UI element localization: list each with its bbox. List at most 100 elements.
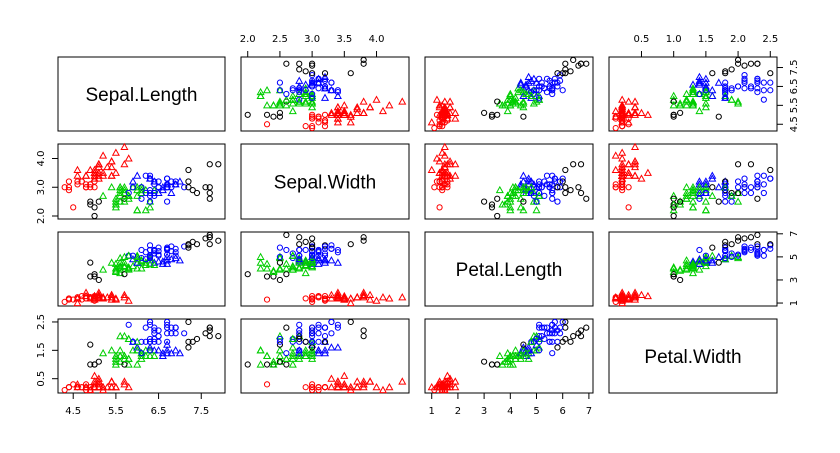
data-point	[82, 384, 90, 391]
data-point	[577, 189, 585, 197]
data-point	[624, 290, 633, 299]
panel-2-3	[608, 231, 778, 307]
tick-label: 1	[429, 406, 435, 417]
data-point	[314, 346, 323, 354]
data-point	[269, 360, 278, 368]
data-point	[309, 62, 316, 69]
data-point	[747, 184, 755, 191]
data-point	[103, 162, 112, 171]
data-point	[754, 77, 761, 84]
panel-1-0	[57, 142, 226, 220]
data-point	[701, 197, 710, 205]
data-point	[696, 246, 703, 254]
data-point	[521, 80, 531, 88]
data-point	[378, 385, 388, 394]
data-point	[554, 344, 561, 351]
tick-label: 7	[789, 231, 800, 237]
data-point	[111, 267, 120, 275]
data-point	[334, 246, 341, 254]
data-point	[295, 76, 304, 84]
data-point	[688, 101, 698, 109]
data-point	[121, 271, 128, 278]
data-point	[315, 113, 322, 120]
data-point	[309, 70, 316, 77]
data-point	[670, 98, 677, 105]
data-point	[107, 162, 116, 171]
data-point	[275, 99, 284, 107]
data-point	[625, 204, 632, 211]
data-point	[340, 101, 349, 109]
data-point	[146, 253, 154, 260]
data-point	[359, 108, 368, 116]
data-point	[366, 103, 375, 111]
data-point	[549, 350, 556, 357]
data-point	[124, 296, 133, 304]
data-point	[637, 290, 646, 299]
data-point	[296, 85, 303, 92]
data-point	[289, 85, 296, 92]
data-point	[308, 354, 317, 362]
data-point	[172, 178, 179, 185]
data-point	[91, 361, 98, 368]
data-point	[541, 192, 548, 199]
data-point	[372, 296, 381, 304]
data-point	[90, 382, 99, 391]
data-point	[559, 87, 566, 94]
data-point	[728, 250, 735, 257]
data-point	[630, 290, 640, 299]
data-point	[669, 200, 678, 208]
data-point	[296, 66, 303, 73]
data-point	[527, 93, 536, 101]
data-point	[145, 203, 155, 211]
data-point	[309, 83, 316, 90]
data-point	[302, 338, 309, 345]
data-point	[333, 294, 342, 302]
tick-label: 4.0	[369, 34, 385, 45]
panel-frame	[240, 56, 410, 132]
data-point	[346, 112, 355, 120]
data-point	[521, 82, 531, 90]
data-point	[688, 89, 698, 98]
data-point	[129, 252, 137, 259]
data-point	[695, 188, 704, 197]
data-point	[129, 184, 137, 191]
data-point	[206, 241, 213, 248]
data-point	[309, 324, 316, 331]
data-point	[709, 184, 716, 191]
data-point	[722, 181, 729, 188]
data-point	[436, 184, 443, 191]
data-point	[670, 204, 677, 211]
data-point	[172, 249, 179, 256]
data-point	[256, 87, 265, 96]
data-point	[346, 294, 355, 302]
data-point	[314, 256, 323, 264]
data-point	[288, 106, 297, 115]
data-point	[308, 261, 317, 270]
data-point	[99, 171, 108, 179]
data-point	[146, 189, 154, 197]
data-point	[767, 79, 774, 86]
data-point	[155, 251, 162, 258]
data-point	[65, 384, 73, 391]
data-point	[754, 89, 761, 96]
data-point	[269, 357, 278, 365]
data-point	[309, 123, 316, 130]
data-point	[695, 78, 704, 86]
data-point	[618, 171, 627, 179]
data-point	[619, 123, 626, 130]
data-point	[289, 87, 296, 94]
data-point	[546, 181, 553, 188]
data-point	[708, 251, 717, 259]
data-point	[688, 84, 698, 92]
data-point	[618, 162, 627, 171]
data-point	[206, 324, 213, 331]
data-point	[562, 189, 569, 197]
data-point	[734, 251, 742, 258]
tick-label: 3	[481, 406, 487, 417]
panel-2-2: Petal.Length	[424, 231, 594, 307]
data-point	[625, 184, 632, 191]
data-point	[164, 175, 171, 182]
data-point	[206, 189, 213, 197]
data-point	[619, 115, 626, 122]
data-point	[494, 111, 501, 118]
